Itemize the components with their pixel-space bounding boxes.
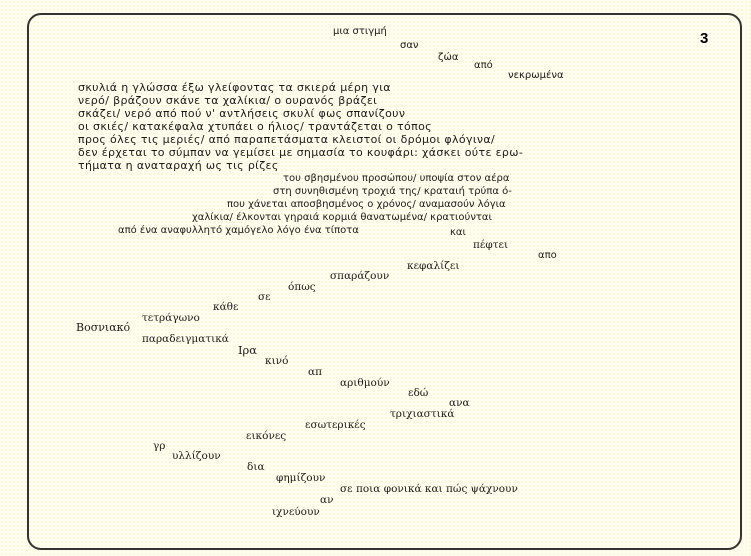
word: αν <box>320 494 334 506</box>
paragraph-line: σκάζει/ νερό από πού ν' αντλήσεις σκυλί … <box>78 107 406 120</box>
word: ιχνεύουν <box>272 506 320 518</box>
indented-line: από ένα αναφυλλητό χαμόγελο λόγο ένα τίπ… <box>118 225 359 236</box>
cascade-word: από <box>474 60 493 71</box>
word: εδώ <box>408 387 429 399</box>
word: σε <box>258 291 271 303</box>
word: σπαράζουν <box>330 270 390 282</box>
indented-line: του σβησμένου προσώπου/ υποψία στον αέρα <box>283 173 510 184</box>
paragraph-line: τήματα η αναταραχή ως τις ρίζες <box>78 159 279 172</box>
word: εικόνες <box>246 430 287 442</box>
word: παραδειγματικά <box>142 333 229 345</box>
word: και <box>450 227 466 238</box>
cascade-word: μια στιγμή <box>333 26 387 37</box>
paragraph-line: νερό/ βράζουν σκάνε τα χαλίκια/ ο ουρανό… <box>78 94 378 107</box>
cascade-word: σαν <box>400 40 419 51</box>
paragraph-line: σκυλιά η γλώσσα έξω γλείφοντας τα σκιερά… <box>78 81 391 94</box>
paragraph-line: προς όλες τις μεριές/ από παραπετάσματα … <box>78 133 496 146</box>
word: εσωτερικές <box>305 419 366 431</box>
word: τετράγωνο <box>142 312 200 324</box>
page-number: 3 <box>700 30 709 47</box>
word: Ιρα <box>238 343 258 357</box>
indented-line: χαλίκια/ έλκονται γηραιά κορμιά θανατωμέ… <box>192 212 492 223</box>
word: απο <box>538 250 557 261</box>
word: κινό <box>265 355 289 367</box>
paragraph-line: οι σκιές/ κατακέφαλα χτυπάει ο ήλιος/ τρ… <box>78 120 432 133</box>
word: αριθμούν <box>340 377 390 389</box>
cascade-word: ζώα <box>438 52 459 63</box>
word: όπως <box>288 281 316 293</box>
word: Βοσνιακό <box>76 321 131 334</box>
indented-line: που χάνεται αποσβησμένος ο χρόνος/ αναμα… <box>227 199 506 210</box>
word: γρ <box>153 440 166 452</box>
word: ανα <box>449 397 470 409</box>
word: δια <box>247 461 265 473</box>
word: πέφτει <box>473 239 509 251</box>
word: απ <box>308 366 322 378</box>
indented-line: στη συνηθισμένη τροχιά της/ κραταιή τρύπ… <box>273 186 512 197</box>
word: σε ποια φονικά και πώς ψάχνουν <box>340 483 518 495</box>
cascade-word: νεκρωμένα <box>508 70 564 81</box>
word: φημίζουν <box>276 472 326 484</box>
word: τριχιαστικά <box>390 408 455 420</box>
word: υλλίζουν <box>172 450 221 462</box>
word: κεφαλίζει <box>407 260 460 272</box>
paragraph-line: δεν έρχεται το σύμπαν να γεμίσει με σημα… <box>78 146 524 159</box>
word: κάθε <box>213 301 239 313</box>
page-border <box>27 13 742 550</box>
